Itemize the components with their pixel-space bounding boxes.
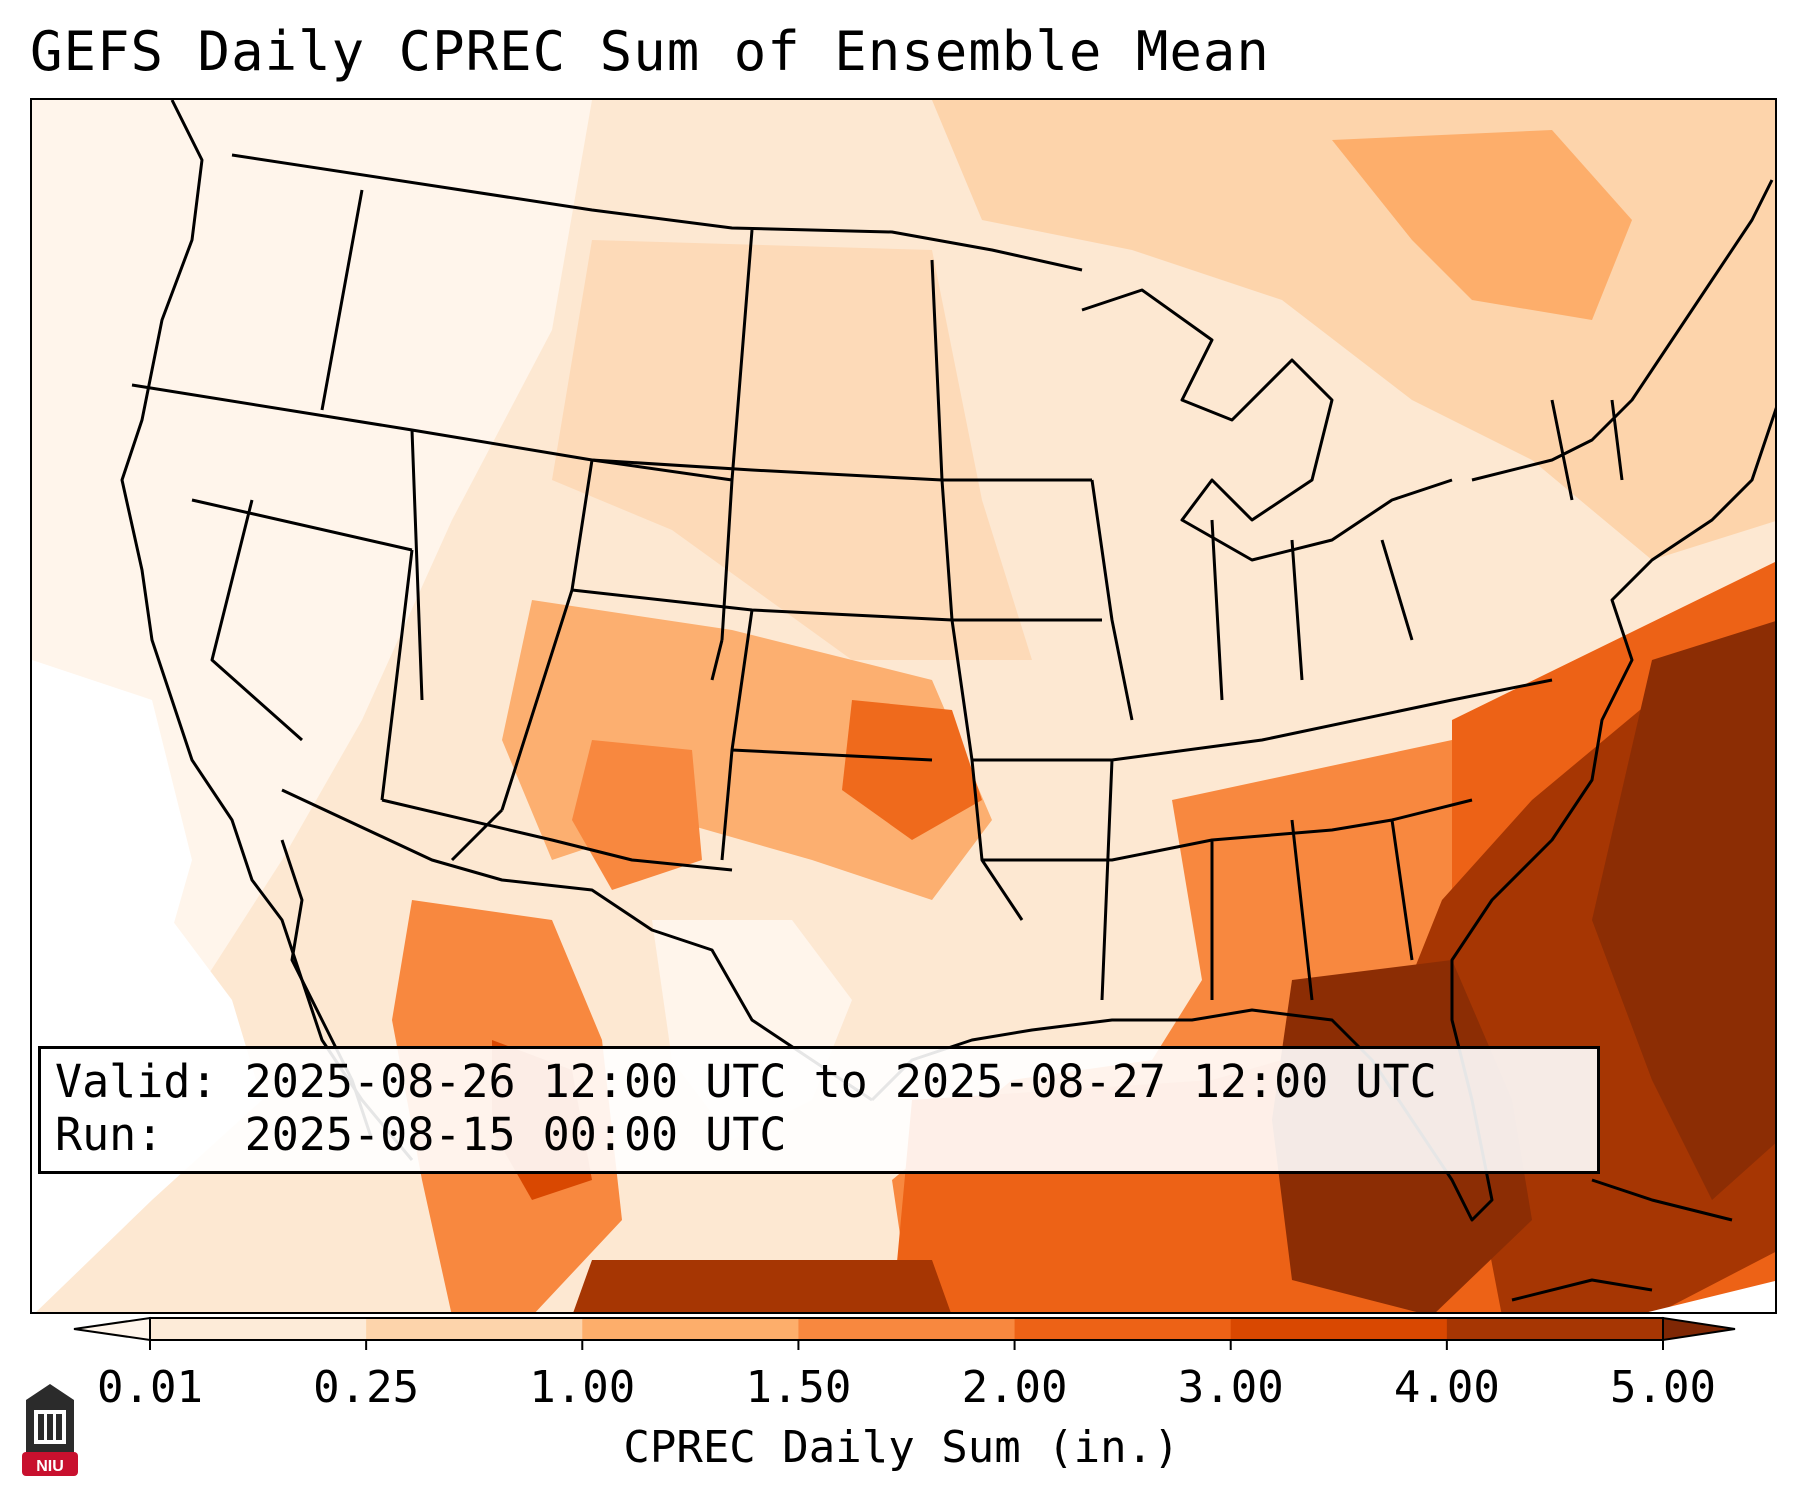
niu-logo: NIU <box>22 1384 78 1476</box>
colorbar-tick-label: 5.00 <box>1610 1362 1716 1413</box>
caribbean-islands <box>1511 1178 1733 1302</box>
valid-time-line: Valid: 2025-08-26 12:00 UTC to 2025-08-2… <box>55 1055 1437 1108</box>
colorbar-label: CPREC Daily Sum (in.) <box>623 1422 1180 1473</box>
colorbar-segment <box>1230 1318 1448 1340</box>
colorbar-tick-label: 1.00 <box>529 1362 636 1413</box>
projection-corner-white <box>1648 1280 1775 1312</box>
map-title: GEFS Daily CPREC Sum of Ensemble Mean <box>30 20 1270 83</box>
colorbar-over-extension <box>1662 1316 1736 1342</box>
colorbar-outline <box>149 1317 1664 1341</box>
southern-state-lines <box>982 759 1473 1001</box>
colorbar-under-extension <box>73 1316 151 1342</box>
colorbar-segment <box>1014 1318 1232 1340</box>
colorbar-segment <box>582 1318 799 1340</box>
colorbar-segment <box>366 1318 583 1340</box>
niu-logo-text: NIU <box>36 1458 64 1475</box>
run-time-line: Run: 2025-08-15 00:00 UTC <box>55 1108 787 1161</box>
midwest-state-lines <box>942 478 1553 762</box>
central-peach-area <box>552 240 1032 660</box>
northeast-lines <box>1471 179 1774 501</box>
state-boundaries <box>120 100 1775 1302</box>
kansas-deep-orange <box>842 700 982 840</box>
colorbar-tick-label: 4.00 <box>1393 1362 1500 1413</box>
pacific-coastline <box>120 100 414 1161</box>
run-info-box: Valid: 2025-08-26 12:00 UTC to 2025-08-2… <box>38 1046 1600 1174</box>
colorbar-tick-label: 1.50 <box>745 1362 852 1413</box>
colorbar-tick-label: 0.25 <box>313 1362 420 1413</box>
colorbar-tick-label: 3.00 <box>1177 1362 1284 1413</box>
colorbar-segment <box>798 1318 1016 1340</box>
canada-border <box>231 153 1083 272</box>
colorbar-segment <box>150 1318 367 1340</box>
atlantic-darkest-core <box>1592 621 1775 1200</box>
colorbar-segments <box>73 1316 1736 1350</box>
caribbean-dark-strip <box>573 1260 951 1312</box>
colorbar-segment <box>1446 1318 1664 1340</box>
colorbar-tick-label: 0.01 <box>97 1362 203 1413</box>
great-lakes-outline <box>1081 288 1453 562</box>
canada-orange-patches <box>1332 130 1632 320</box>
central-state-lines <box>571 229 1024 921</box>
colorbar-tick-label: 2.00 <box>961 1362 1068 1413</box>
